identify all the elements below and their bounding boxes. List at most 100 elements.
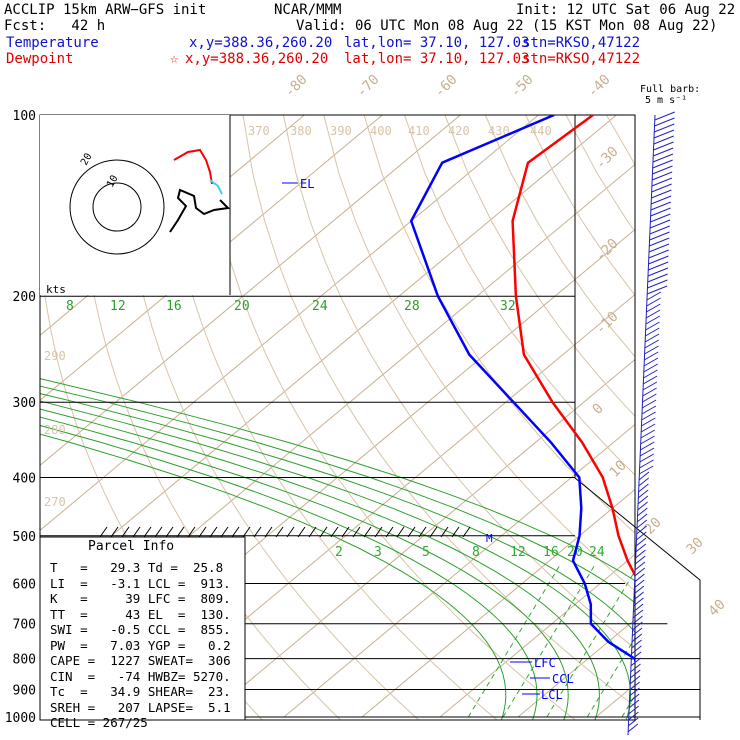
parcel-info-row: K = 39 LFC = 809. xyxy=(50,591,231,606)
lfc-label: LFC xyxy=(534,656,556,670)
wind-barb xyxy=(653,141,674,151)
lid-hatch xyxy=(154,526,163,538)
isotherm-label: -10 xyxy=(593,309,622,338)
wind-barb xyxy=(646,297,661,307)
parcel-info-row: T = 29.3 Td = 25.8 xyxy=(50,560,224,575)
wind-barb xyxy=(649,237,670,247)
wind-barb xyxy=(636,519,648,529)
barb-legend-1: Full barb: xyxy=(640,84,701,95)
wind-barb xyxy=(640,429,656,439)
wind-barb xyxy=(638,477,649,487)
wind-barb xyxy=(631,639,642,649)
pressure-label: 300 xyxy=(13,396,36,411)
lid-hatch xyxy=(264,526,273,538)
wind-barb xyxy=(647,273,668,283)
mixing-ratio-label: 5 xyxy=(422,545,430,560)
wind-barb xyxy=(646,303,661,313)
wind-barb xyxy=(630,663,641,673)
lid-hatch xyxy=(253,526,262,538)
wind-barb xyxy=(654,123,675,133)
hodograph-background xyxy=(40,115,230,295)
dry-adiabat xyxy=(444,115,635,417)
wind-barb xyxy=(650,195,672,205)
isotherm-label: 40 xyxy=(706,597,729,620)
wind-barb xyxy=(650,201,672,211)
wind-barb xyxy=(640,435,655,445)
theta-label: 390 xyxy=(330,124,352,138)
wind-barb xyxy=(627,723,639,733)
wind-barb xyxy=(628,705,639,715)
moist-adiabat-label: 32 xyxy=(500,299,516,314)
wind-barb xyxy=(643,351,659,361)
hodograph-ring-label: 20 xyxy=(79,152,95,168)
wind-barb xyxy=(637,495,649,505)
wind-barb xyxy=(641,405,657,415)
wind-barb xyxy=(640,423,656,433)
pressure-label: 200 xyxy=(13,290,36,305)
wind-barb xyxy=(628,711,639,721)
isotherm-line xyxy=(205,358,635,718)
mixing-ratio-label: 24 xyxy=(589,545,605,560)
wind-barb xyxy=(643,357,659,367)
wind-barb xyxy=(642,381,658,391)
isotherm-label: -20 xyxy=(593,236,622,265)
theta-label: 430 xyxy=(488,124,510,138)
hodograph-ring xyxy=(69,159,165,255)
valid-time: Valid: 06 UTC Mon 08 Aug 22 (15 KST Mon … xyxy=(296,18,718,34)
lcl-label: LCL xyxy=(541,688,563,702)
mean-marker: M xyxy=(486,532,493,545)
star-icon: ☆ xyxy=(170,51,179,67)
wind-barb xyxy=(638,483,649,493)
wind-barb xyxy=(637,489,649,499)
wind-barb xyxy=(652,165,673,175)
moist-adiabat-label: 24 xyxy=(312,299,328,314)
lid-hatch xyxy=(187,526,196,538)
wind-barb xyxy=(636,513,648,523)
wind-barb xyxy=(648,255,669,265)
lid-hatch xyxy=(242,526,251,538)
wind-barb xyxy=(651,177,673,187)
isotherm-label: -30 xyxy=(593,144,622,173)
mixing-ratio-line xyxy=(502,565,595,718)
pressure-label: 500 xyxy=(13,530,36,545)
theta-label: 370 xyxy=(248,124,270,138)
wind-barb xyxy=(632,609,644,619)
mixing-ratio-label: 8 xyxy=(472,545,480,560)
theta-label: 410 xyxy=(408,124,430,138)
wind-barb xyxy=(642,393,657,403)
mixing-ratio-line xyxy=(647,565,738,717)
lid-hatch xyxy=(330,526,339,538)
temperature-legend: Temperature xyxy=(6,35,99,51)
pressure-label: 400 xyxy=(13,471,36,486)
moist-adiabat-label: 8 xyxy=(66,299,74,314)
wind-barb xyxy=(640,441,655,451)
theta-label: 290 xyxy=(44,349,66,363)
barb-staff-line xyxy=(627,114,656,736)
wind-barb xyxy=(644,339,659,349)
wind-barb xyxy=(632,621,643,631)
lid-hatch xyxy=(319,526,328,538)
isotherm-line xyxy=(361,488,635,718)
lid-hatch xyxy=(462,526,471,538)
wind-barb xyxy=(651,171,673,181)
wind-barb xyxy=(634,567,646,577)
wind-barb xyxy=(635,549,646,559)
wind-barb xyxy=(652,153,674,163)
theta-label: 380 xyxy=(290,124,312,138)
wind-barb xyxy=(635,543,647,553)
dry-adiabat xyxy=(565,115,635,233)
wind-barb xyxy=(627,717,639,727)
lid-hatch xyxy=(429,526,438,538)
wind-barb xyxy=(642,375,658,385)
dry-adiabat xyxy=(202,115,577,720)
dry-adiabat xyxy=(363,115,635,534)
isotherm-label: 20 xyxy=(642,515,665,538)
isotherm-line xyxy=(439,553,635,718)
temperature-xy: x,y=388.36,260.20 xyxy=(189,35,333,51)
wind-barb xyxy=(646,291,662,301)
theta-label: 420 xyxy=(448,124,470,138)
wind-barb xyxy=(630,645,642,655)
hodograph-ring-label: 10 xyxy=(105,174,121,190)
wind-barb xyxy=(645,327,660,337)
isotherm-label: -50 xyxy=(508,72,537,101)
